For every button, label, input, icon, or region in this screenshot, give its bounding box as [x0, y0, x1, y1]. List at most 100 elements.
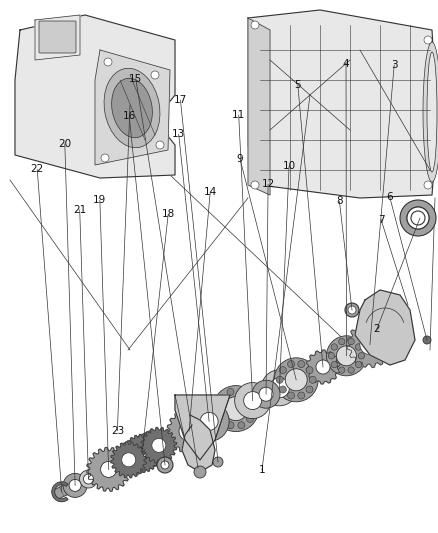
Circle shape: [407, 207, 429, 229]
Text: 7: 7: [378, 215, 385, 224]
Circle shape: [355, 361, 362, 368]
Circle shape: [400, 200, 436, 236]
Circle shape: [306, 367, 313, 374]
Text: 13: 13: [172, 130, 185, 139]
Polygon shape: [95, 50, 170, 165]
Circle shape: [215, 405, 222, 412]
Ellipse shape: [112, 78, 152, 138]
Circle shape: [251, 21, 259, 29]
Circle shape: [247, 395, 254, 402]
Text: 8: 8: [336, 197, 343, 206]
Text: 20: 20: [58, 139, 71, 149]
Text: 6: 6: [386, 192, 393, 202]
Polygon shape: [167, 409, 211, 453]
Polygon shape: [141, 427, 177, 463]
Text: 22: 22: [31, 165, 44, 174]
Circle shape: [151, 71, 159, 79]
Polygon shape: [121, 430, 166, 475]
Circle shape: [213, 385, 259, 432]
Circle shape: [218, 395, 225, 402]
Circle shape: [156, 141, 164, 149]
Circle shape: [179, 421, 199, 441]
Text: 10: 10: [283, 161, 296, 171]
Polygon shape: [182, 415, 215, 472]
FancyBboxPatch shape: [39, 21, 76, 53]
Wedge shape: [52, 482, 68, 502]
Circle shape: [200, 413, 218, 431]
Circle shape: [309, 376, 316, 383]
Circle shape: [285, 369, 307, 391]
Circle shape: [336, 346, 357, 366]
Circle shape: [339, 367, 345, 373]
Circle shape: [339, 338, 345, 345]
Circle shape: [252, 380, 280, 408]
Circle shape: [247, 415, 254, 423]
Ellipse shape: [427, 52, 437, 172]
Circle shape: [348, 306, 356, 314]
Polygon shape: [248, 10, 435, 198]
Polygon shape: [15, 15, 175, 178]
Circle shape: [279, 367, 286, 374]
Text: 11: 11: [232, 110, 245, 120]
Circle shape: [101, 154, 109, 162]
Circle shape: [316, 360, 330, 374]
Text: 3: 3: [391, 60, 398, 70]
Circle shape: [157, 457, 173, 473]
Circle shape: [213, 457, 223, 467]
Ellipse shape: [423, 42, 438, 182]
Circle shape: [122, 453, 136, 467]
Polygon shape: [306, 350, 340, 384]
Ellipse shape: [104, 68, 160, 148]
Text: 15: 15: [129, 74, 142, 84]
Circle shape: [276, 376, 283, 383]
Circle shape: [235, 383, 271, 418]
Text: 1: 1: [258, 465, 265, 475]
Circle shape: [135, 447, 149, 461]
Circle shape: [84, 474, 93, 484]
Polygon shape: [123, 434, 161, 472]
Circle shape: [101, 462, 117, 478]
Circle shape: [269, 378, 290, 398]
Circle shape: [306, 386, 313, 393]
Text: 21: 21: [73, 205, 86, 215]
Circle shape: [326, 336, 367, 376]
Circle shape: [288, 361, 295, 368]
Circle shape: [424, 181, 432, 189]
Polygon shape: [87, 448, 131, 491]
Circle shape: [411, 211, 425, 225]
Circle shape: [250, 405, 257, 412]
Text: 9: 9: [237, 154, 244, 164]
Circle shape: [80, 470, 98, 488]
Circle shape: [104, 58, 112, 66]
Text: 2: 2: [373, 325, 380, 334]
Circle shape: [259, 387, 273, 401]
Polygon shape: [35, 15, 80, 60]
Circle shape: [224, 397, 248, 421]
Circle shape: [251, 181, 259, 189]
Text: 18: 18: [162, 209, 175, 219]
Circle shape: [261, 370, 297, 406]
Circle shape: [189, 401, 229, 441]
Circle shape: [161, 461, 169, 469]
Circle shape: [328, 353, 335, 359]
Circle shape: [298, 361, 305, 368]
Circle shape: [288, 392, 295, 399]
Polygon shape: [347, 322, 393, 367]
Text: 16: 16: [123, 111, 136, 121]
Circle shape: [407, 207, 429, 229]
Polygon shape: [53, 330, 392, 499]
Circle shape: [423, 336, 431, 344]
Text: 5: 5: [294, 80, 301, 90]
Circle shape: [345, 303, 359, 317]
Circle shape: [424, 36, 432, 44]
Circle shape: [227, 389, 234, 395]
Circle shape: [331, 344, 338, 350]
Text: 17: 17: [174, 95, 187, 105]
Text: 4: 4: [343, 59, 350, 69]
Circle shape: [274, 358, 318, 402]
Circle shape: [69, 479, 81, 491]
Polygon shape: [248, 18, 270, 195]
Circle shape: [279, 386, 286, 393]
Polygon shape: [175, 395, 230, 460]
Circle shape: [348, 367, 354, 373]
